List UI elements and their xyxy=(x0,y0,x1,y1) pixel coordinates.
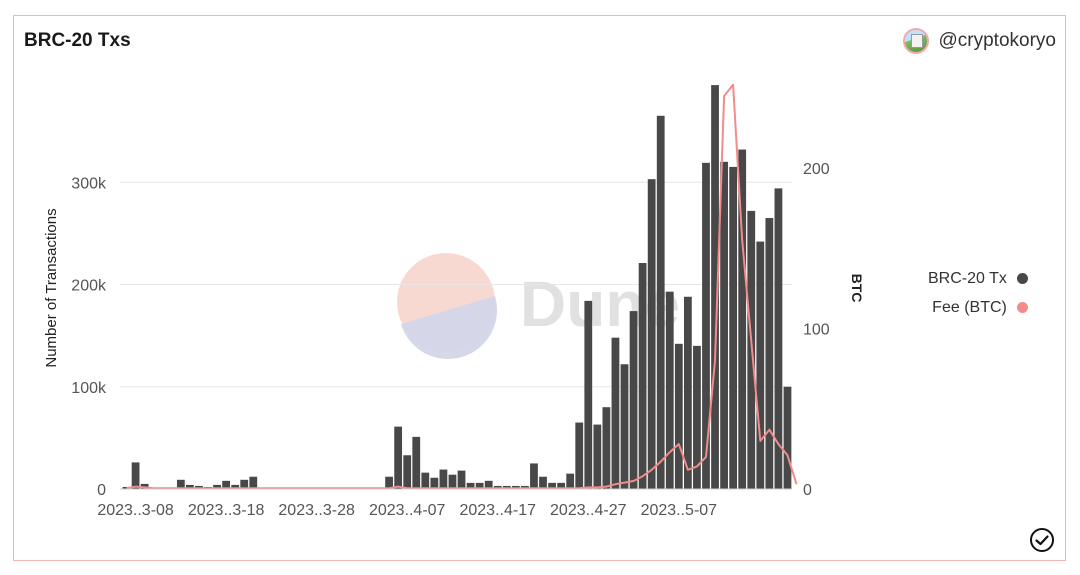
bar xyxy=(539,476,547,489)
fee-line xyxy=(126,83,798,490)
bar xyxy=(638,263,647,489)
legend-dot-tx xyxy=(1016,273,1028,284)
chart-title: BRC-20 Txs xyxy=(24,30,131,51)
bar xyxy=(222,480,231,489)
bar xyxy=(783,386,792,489)
legend-label-tx: BRC-20 Tx xyxy=(928,269,1007,287)
y2-tick-label: 200 xyxy=(803,161,830,178)
bar xyxy=(484,480,493,489)
author-name: @cryptokoryo xyxy=(938,30,1057,51)
bar xyxy=(213,484,221,489)
bar xyxy=(176,479,185,489)
bar xyxy=(566,473,575,489)
bar xyxy=(457,470,466,489)
y-tick-label: 200k xyxy=(71,278,107,295)
y2-tick-label: 100 xyxy=(803,322,830,339)
bar xyxy=(412,436,421,489)
bar xyxy=(394,426,403,489)
x-tick-label: 2023..3-28 xyxy=(278,502,355,519)
x-tick-label: 2023..3-08 xyxy=(97,502,174,519)
bar xyxy=(240,479,249,489)
bar xyxy=(756,241,765,489)
bar xyxy=(475,482,484,489)
bar xyxy=(403,455,412,489)
y-axis-label: Number of Transactions xyxy=(43,208,60,367)
bar xyxy=(530,463,538,489)
x-tick-label: 2023..4-07 xyxy=(369,502,446,519)
bar xyxy=(131,462,140,489)
bar xyxy=(575,422,584,489)
bar xyxy=(774,188,783,489)
bar xyxy=(620,364,629,489)
bar xyxy=(683,296,692,489)
legend-item-tx[interactable]: BRC-20 Tx xyxy=(928,264,1028,293)
check-circle-icon[interactable] xyxy=(1029,527,1055,553)
bar xyxy=(720,161,728,490)
bar xyxy=(557,482,566,489)
y-tick-label: 300k xyxy=(71,175,107,192)
bar xyxy=(665,291,674,489)
bar xyxy=(249,476,258,489)
bar xyxy=(711,85,719,490)
y2-axis-label: BTC xyxy=(849,274,865,303)
bar xyxy=(765,218,774,489)
chart-card xyxy=(13,15,1066,561)
bar xyxy=(602,407,611,489)
bar xyxy=(385,476,393,489)
bar xyxy=(629,311,638,489)
bar xyxy=(439,469,448,489)
legend: BRC-20 Tx Fee (BTC) xyxy=(928,264,1028,322)
legend-item-fee[interactable]: Fee (BTC) xyxy=(928,293,1028,322)
bar xyxy=(693,345,701,489)
x-tick-label: 2023..3-18 xyxy=(188,502,265,519)
x-tick-label: 2023..4-17 xyxy=(459,502,536,519)
bar xyxy=(448,474,457,489)
legend-label-fee: Fee (BTC) xyxy=(932,298,1007,316)
bar xyxy=(674,343,683,489)
bar xyxy=(656,115,665,489)
bar xyxy=(186,484,194,489)
bar xyxy=(548,482,556,489)
bar xyxy=(593,424,602,489)
author-link[interactable]: @cryptokoryo xyxy=(902,28,1057,54)
bar xyxy=(430,477,439,489)
watermark-text: Dune xyxy=(520,268,680,340)
bar xyxy=(231,484,240,489)
bar xyxy=(738,149,747,489)
bar xyxy=(611,337,620,489)
y-tick-label: 0 xyxy=(97,482,106,499)
y-tick-label: 100k xyxy=(71,380,107,397)
bar xyxy=(584,300,593,489)
dune-watermark: Dune xyxy=(397,253,680,360)
bar xyxy=(647,179,656,489)
y2-tick-label: 0 xyxy=(803,482,812,499)
avatar xyxy=(902,28,929,54)
x-tick-label: 2023..5-07 xyxy=(641,502,718,519)
x-tick-label: 2023..4-27 xyxy=(550,502,627,519)
bar xyxy=(702,162,710,489)
bar xyxy=(466,482,475,489)
bar xyxy=(729,166,738,489)
legend-dot-fee xyxy=(1016,302,1028,313)
bar xyxy=(421,472,430,489)
